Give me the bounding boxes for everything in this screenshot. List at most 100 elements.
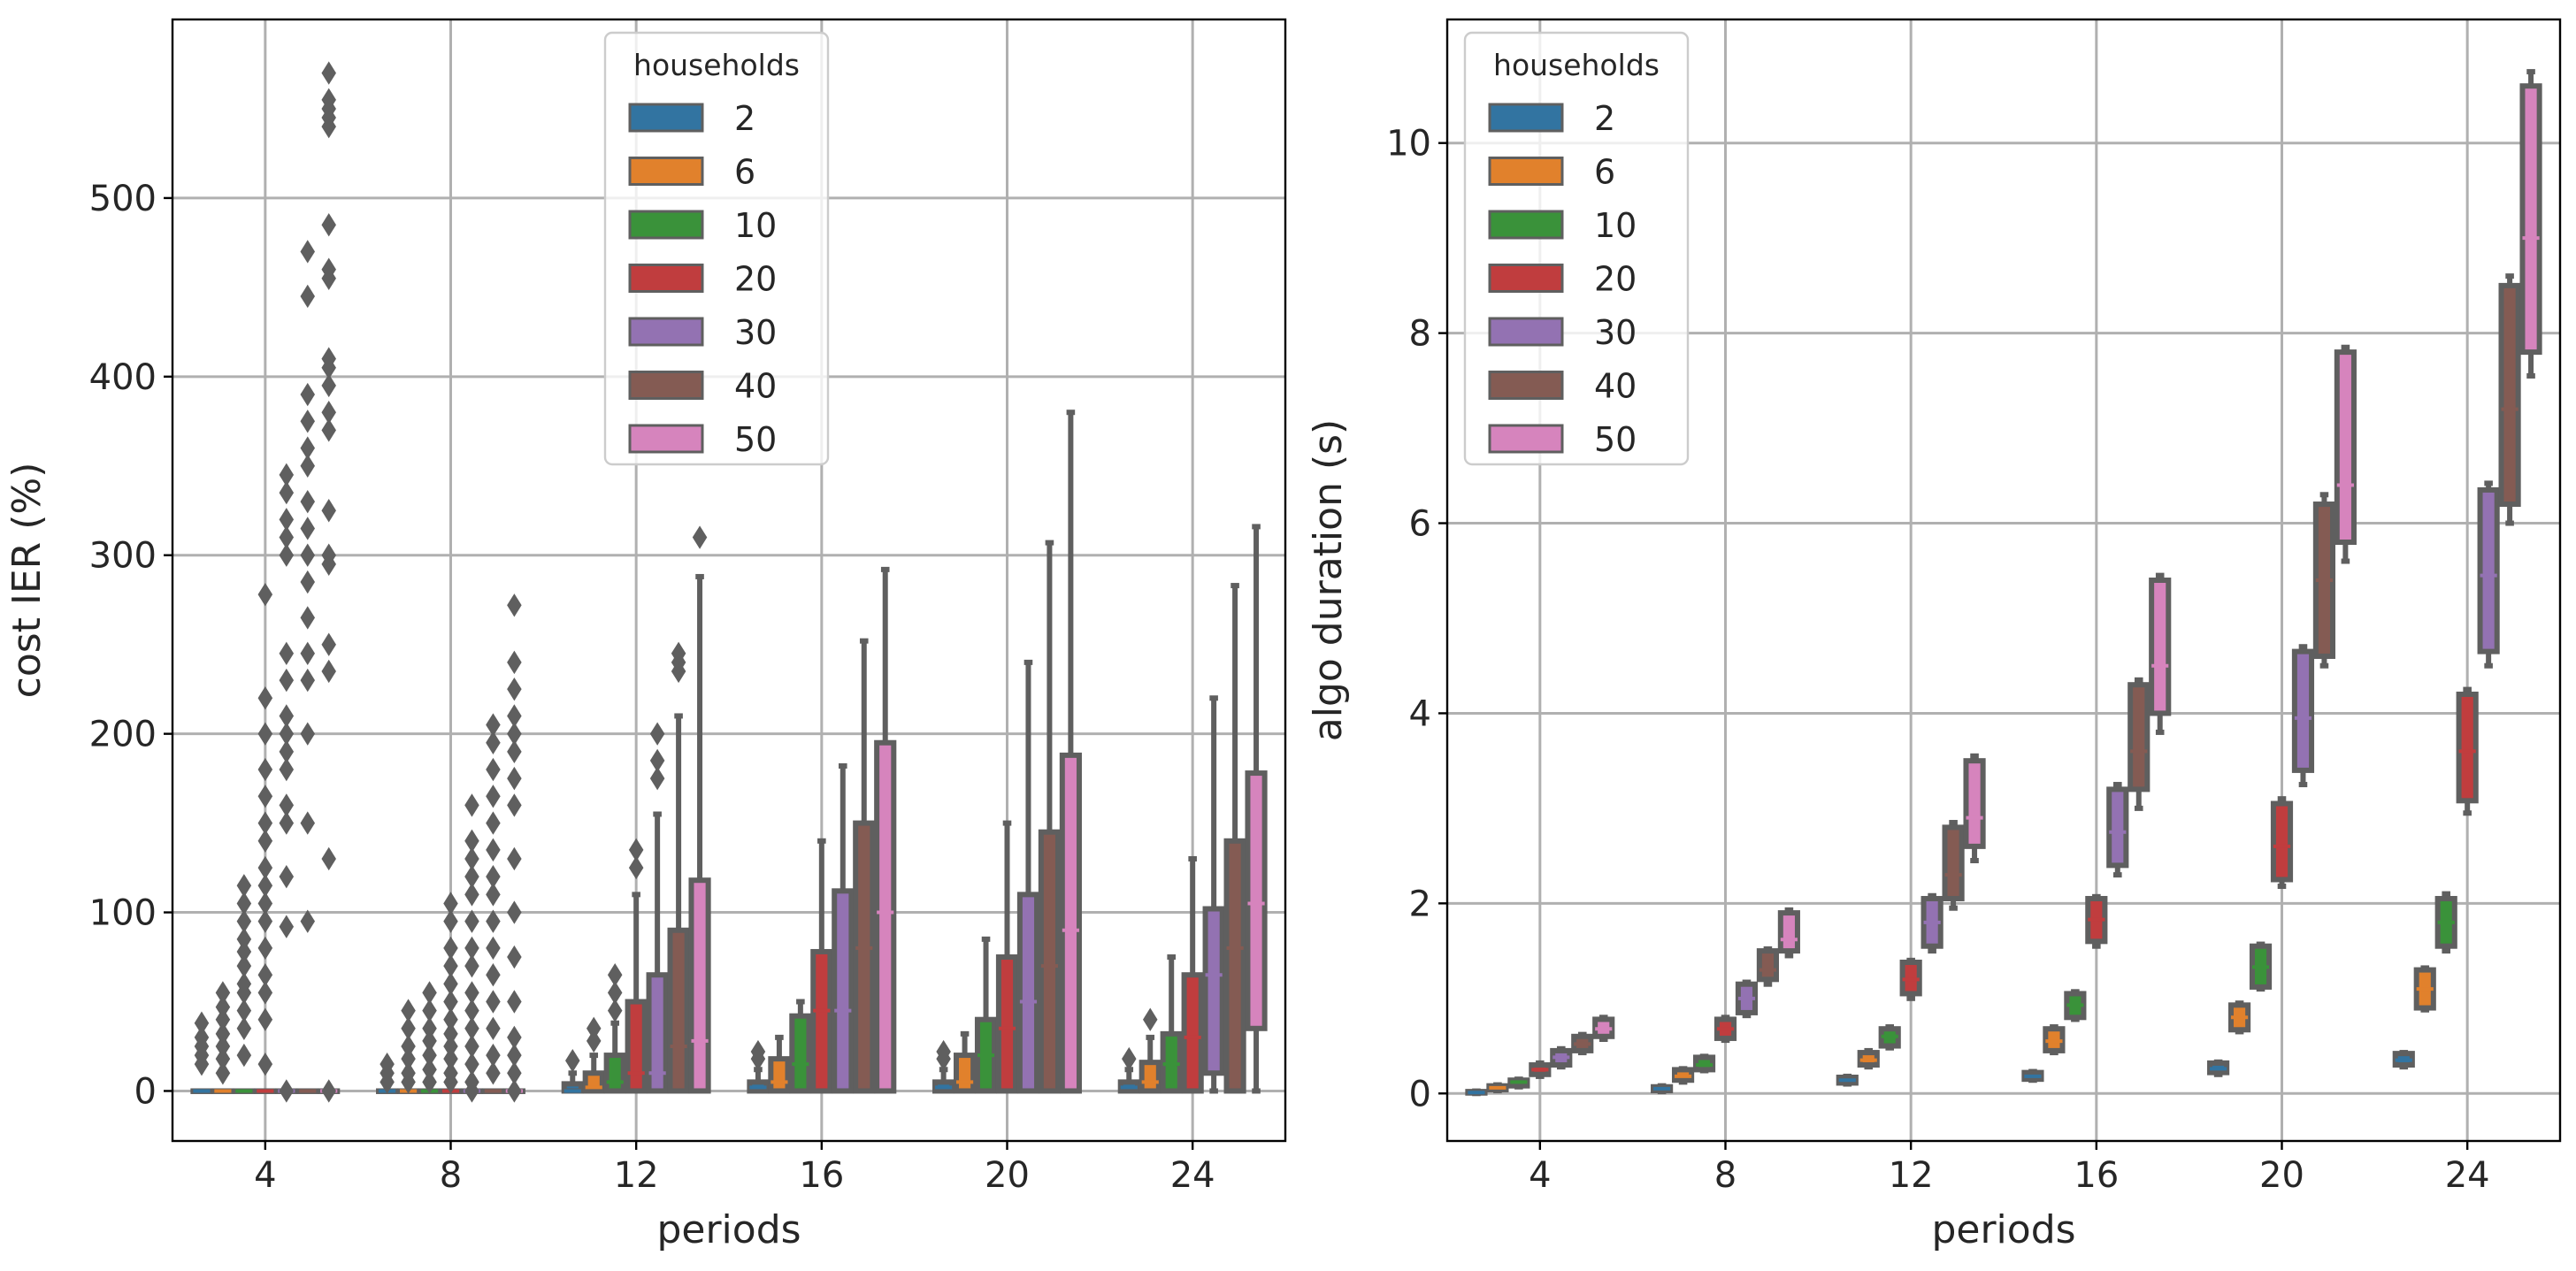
outlier-point xyxy=(257,874,273,898)
outlier-point xyxy=(321,846,336,871)
box-group xyxy=(2270,796,2294,890)
box xyxy=(2498,282,2521,508)
box-group xyxy=(2043,1024,2066,1056)
outlier-point xyxy=(443,1034,458,1059)
box-group xyxy=(688,525,711,1094)
outlier-point xyxy=(507,1079,522,1103)
outlier-point xyxy=(279,641,295,665)
outlier-point xyxy=(236,892,252,915)
outlier-point xyxy=(194,1011,210,1035)
outlier-point xyxy=(236,874,252,898)
box-group xyxy=(1016,659,1040,1094)
outlier-point xyxy=(507,722,522,746)
outlier-point xyxy=(257,909,273,933)
legend-swatch-20 xyxy=(628,264,704,293)
x-tick-label: 24 xyxy=(2445,1155,2490,1196)
outlier-point xyxy=(607,999,623,1022)
outlier-point xyxy=(486,883,501,907)
box-group xyxy=(974,936,998,1094)
box-group xyxy=(1507,1076,1530,1090)
x-tick-label: 12 xyxy=(1889,1155,1934,1196)
legend-frame xyxy=(603,31,830,466)
box-group xyxy=(1963,753,1986,863)
outlier-point xyxy=(486,1016,501,1040)
box xyxy=(1963,758,1986,849)
outlier-point xyxy=(257,785,273,808)
y-tick-label: 6 xyxy=(1409,504,1431,545)
box-group xyxy=(1465,1088,1488,1097)
box xyxy=(2106,786,2129,869)
series-2 xyxy=(1465,1050,2415,1097)
outlier-point xyxy=(215,1007,231,1031)
outlier-point xyxy=(507,704,522,728)
box-group xyxy=(832,762,855,1094)
outlier-point xyxy=(649,748,665,773)
outlier-point xyxy=(401,1046,416,1071)
legend-label-10: 10 xyxy=(734,206,777,245)
box-group xyxy=(296,240,319,1094)
y-tick-label: 2 xyxy=(1409,884,1431,924)
outlier-point xyxy=(1122,1046,1137,1071)
box-group xyxy=(460,793,484,1103)
outlier-point xyxy=(464,793,479,817)
box xyxy=(688,877,711,1094)
x-tick-label: 24 xyxy=(1170,1155,1215,1196)
box xyxy=(1160,1030,1183,1094)
outlier-point xyxy=(279,722,295,746)
legend-swatch-10 xyxy=(628,210,704,240)
box xyxy=(1181,972,1204,1094)
box-group xyxy=(418,981,441,1094)
box-group xyxy=(1942,820,1965,911)
legend-swatch-20 xyxy=(1488,264,1564,293)
box xyxy=(1016,892,1040,1094)
outlier-point xyxy=(215,995,231,1019)
x-tick-label: 20 xyxy=(2259,1155,2304,1196)
legend-swatch-40 xyxy=(1488,371,1564,400)
box xyxy=(2270,800,2294,883)
outlier-point xyxy=(443,1022,458,1046)
box-group xyxy=(190,1011,213,1094)
outlier-point xyxy=(586,1016,602,1040)
outlier-point xyxy=(300,489,316,514)
outlier-point xyxy=(422,999,437,1022)
outlier-point xyxy=(279,915,295,938)
outlier-point xyxy=(215,1046,231,1071)
y-tick-label: 10 xyxy=(1386,124,1431,165)
outlier-point xyxy=(507,846,522,871)
box xyxy=(1756,948,1780,983)
outlier-point xyxy=(464,1052,479,1076)
legend-label-50: 50 xyxy=(1594,420,1637,459)
outlier-point xyxy=(422,1029,437,1053)
box xyxy=(853,820,876,1094)
outlier-point xyxy=(486,785,501,808)
box-group xyxy=(2291,644,2315,788)
outlier-point xyxy=(401,1016,416,1040)
box xyxy=(789,1013,812,1094)
outlier-point xyxy=(236,927,252,952)
legend-label-40: 40 xyxy=(734,367,777,406)
y-tick-label: 100 xyxy=(89,893,157,934)
series-20 xyxy=(1529,686,2479,1079)
legend-title: households xyxy=(1493,48,1660,82)
box-group xyxy=(646,722,669,1094)
outlier-point xyxy=(321,212,336,237)
box-group xyxy=(874,566,897,1094)
box-group xyxy=(1671,1066,1695,1085)
outlier-point xyxy=(300,240,316,264)
outlier-point xyxy=(586,1029,602,1053)
box-group xyxy=(1899,957,1922,1001)
outlier-point xyxy=(257,963,273,987)
outlier-point xyxy=(236,953,252,978)
legend-label-20: 20 xyxy=(734,260,777,299)
x-tick-label: 4 xyxy=(1529,1155,1551,1196)
outlier-point xyxy=(464,909,479,933)
outlier-point xyxy=(507,739,522,764)
outlier-point xyxy=(300,543,316,567)
series-6 xyxy=(1486,965,2436,1094)
box xyxy=(1942,824,1965,901)
outlier-point xyxy=(300,436,316,460)
box-group xyxy=(1714,1015,1737,1044)
outlier-point xyxy=(507,1025,522,1050)
box-group xyxy=(396,999,420,1094)
